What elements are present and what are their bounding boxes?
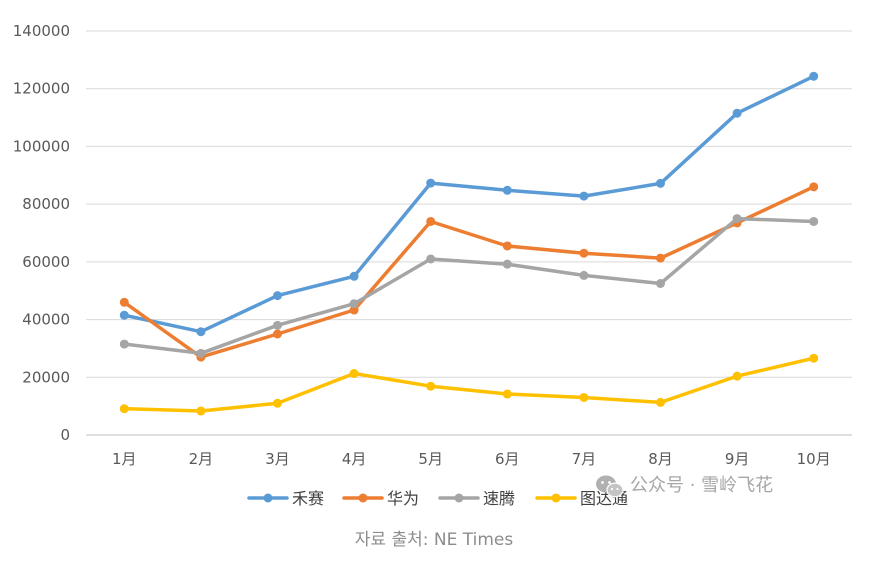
data-point [119, 339, 129, 349]
data-point [502, 185, 512, 195]
data-point [809, 182, 819, 192]
y-tick-label: 140000 [13, 22, 70, 40]
data-point [656, 397, 665, 407]
data-point [273, 329, 282, 339]
data-point [119, 310, 129, 320]
data-point [426, 381, 436, 391]
data-point [426, 254, 436, 264]
x-tick-label: 4月 [342, 450, 367, 468]
legend-label: 禾赛 [292, 489, 324, 508]
data-point [579, 191, 589, 201]
data-point [349, 299, 359, 309]
x-tick-label: 1月 [112, 450, 137, 468]
x-tick-label: 8月 [648, 450, 673, 468]
data-point [349, 271, 359, 281]
data-point [809, 353, 819, 363]
legend-label: 华为 [387, 489, 419, 508]
data-point [732, 371, 742, 381]
data-point [656, 253, 665, 263]
legend-item: 速腾 [438, 489, 515, 508]
series-line [122, 185, 816, 359]
x-axis-ticks: 1月 2月 3月 4月 5月 6月 7月 8月 9月 10月 [112, 450, 831, 468]
data-point [426, 216, 436, 226]
y-tick-label: 60000 [22, 253, 70, 271]
data-point [349, 369, 359, 379]
data-point [502, 259, 512, 269]
series-line [122, 74, 816, 334]
data-point [579, 392, 589, 402]
x-tick-label: 6月 [495, 450, 520, 468]
series-line [122, 216, 816, 356]
data-point [273, 291, 282, 301]
data-point [426, 178, 436, 188]
y-tick-label: 120000 [13, 80, 70, 98]
data-point [656, 279, 665, 288]
data-point [196, 348, 206, 358]
data-point [579, 248, 589, 258]
legend: 禾赛 华为 速腾 图达通 [247, 489, 628, 508]
wechat-icon [596, 475, 624, 498]
x-tick-label: 5月 [418, 450, 443, 468]
data-point [502, 241, 512, 251]
x-tick-label: 2月 [189, 450, 214, 468]
data-point [273, 320, 282, 330]
watermark-text: 公众号 · 雪岭飞花 [630, 475, 773, 496]
y-axis-ticks: 0 20000 40000 60000 80000 100000 120000 140000 [13, 22, 70, 444]
data-point [732, 108, 742, 118]
data-point [579, 270, 589, 280]
data-point [196, 327, 206, 337]
data-point [273, 398, 282, 408]
series-group [119, 71, 819, 416]
data-point [119, 404, 129, 414]
x-tick-label: 10月 [797, 450, 831, 468]
legend-label: 速腾 [483, 489, 515, 508]
legend-marker [454, 493, 464, 503]
gridlines [86, 30, 852, 436]
series-line [122, 356, 816, 413]
watermark: 公众号 · 雪岭飞花 [596, 475, 773, 498]
y-tick-label: 40000 [22, 311, 70, 329]
y-tick-label: 100000 [13, 137, 70, 155]
legend-marker [263, 493, 273, 503]
data-point [502, 389, 512, 399]
series-1 [119, 182, 819, 362]
data-point [196, 406, 206, 416]
data-point [349, 305, 359, 315]
x-tick-label: 3月 [265, 450, 290, 468]
legend-item: 华为 [342, 489, 419, 508]
legend-marker [551, 493, 561, 503]
y-tick-label: 20000 [22, 368, 70, 386]
data-point [809, 216, 819, 226]
data-point [119, 297, 129, 307]
source-caption: 자료 출처: NE Times [355, 530, 514, 550]
x-tick-label: 9月 [725, 450, 750, 468]
series-3 [119, 353, 819, 416]
legend-marker [358, 493, 368, 503]
data-point [732, 214, 742, 224]
y-tick-label: 80000 [22, 195, 70, 213]
data-point [809, 71, 819, 81]
series-2 [119, 214, 819, 358]
series-0 [119, 71, 819, 337]
x-tick-label: 7月 [572, 450, 597, 468]
data-point [656, 178, 665, 188]
legend-item: 禾赛 [247, 489, 324, 508]
y-tick-label: 0 [60, 426, 70, 444]
